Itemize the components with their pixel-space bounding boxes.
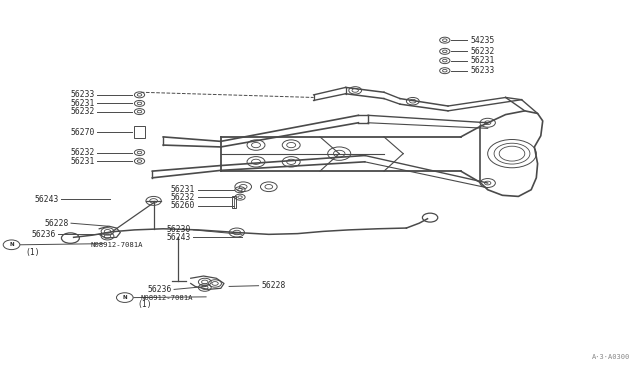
Text: 56236: 56236 <box>32 230 56 239</box>
Text: A·3·A0300: A·3·A0300 <box>592 354 630 360</box>
Text: 56231: 56231 <box>470 56 495 65</box>
Text: 56233: 56233 <box>470 66 495 75</box>
Text: 56243: 56243 <box>35 195 59 203</box>
Text: 56231: 56231 <box>70 99 95 108</box>
Text: 56230: 56230 <box>166 225 191 234</box>
Text: N08912-7081A: N08912-7081A <box>91 242 143 248</box>
Text: 54235: 54235 <box>470 36 495 45</box>
Text: 56232: 56232 <box>70 107 95 116</box>
Text: N: N <box>122 295 127 300</box>
Text: 56231: 56231 <box>70 157 95 166</box>
Text: 56228: 56228 <box>261 281 285 290</box>
Text: 56260: 56260 <box>171 201 195 210</box>
Text: 56243: 56243 <box>166 233 191 242</box>
Text: N08912-7081A: N08912-7081A <box>141 295 193 301</box>
Text: 56232: 56232 <box>70 148 95 157</box>
Text: (1): (1) <box>138 300 152 309</box>
Text: (1): (1) <box>25 248 40 257</box>
Text: N: N <box>9 242 14 247</box>
Text: 56231: 56231 <box>171 185 195 194</box>
Text: 56236: 56236 <box>147 285 172 294</box>
Bar <box>134 126 145 138</box>
Bar <box>232 196 236 208</box>
Text: 56233: 56233 <box>70 90 95 99</box>
Text: 56232: 56232 <box>171 193 195 202</box>
Text: 56270: 56270 <box>70 128 95 137</box>
Text: 56228: 56228 <box>45 219 69 228</box>
Text: 56232: 56232 <box>470 47 495 56</box>
